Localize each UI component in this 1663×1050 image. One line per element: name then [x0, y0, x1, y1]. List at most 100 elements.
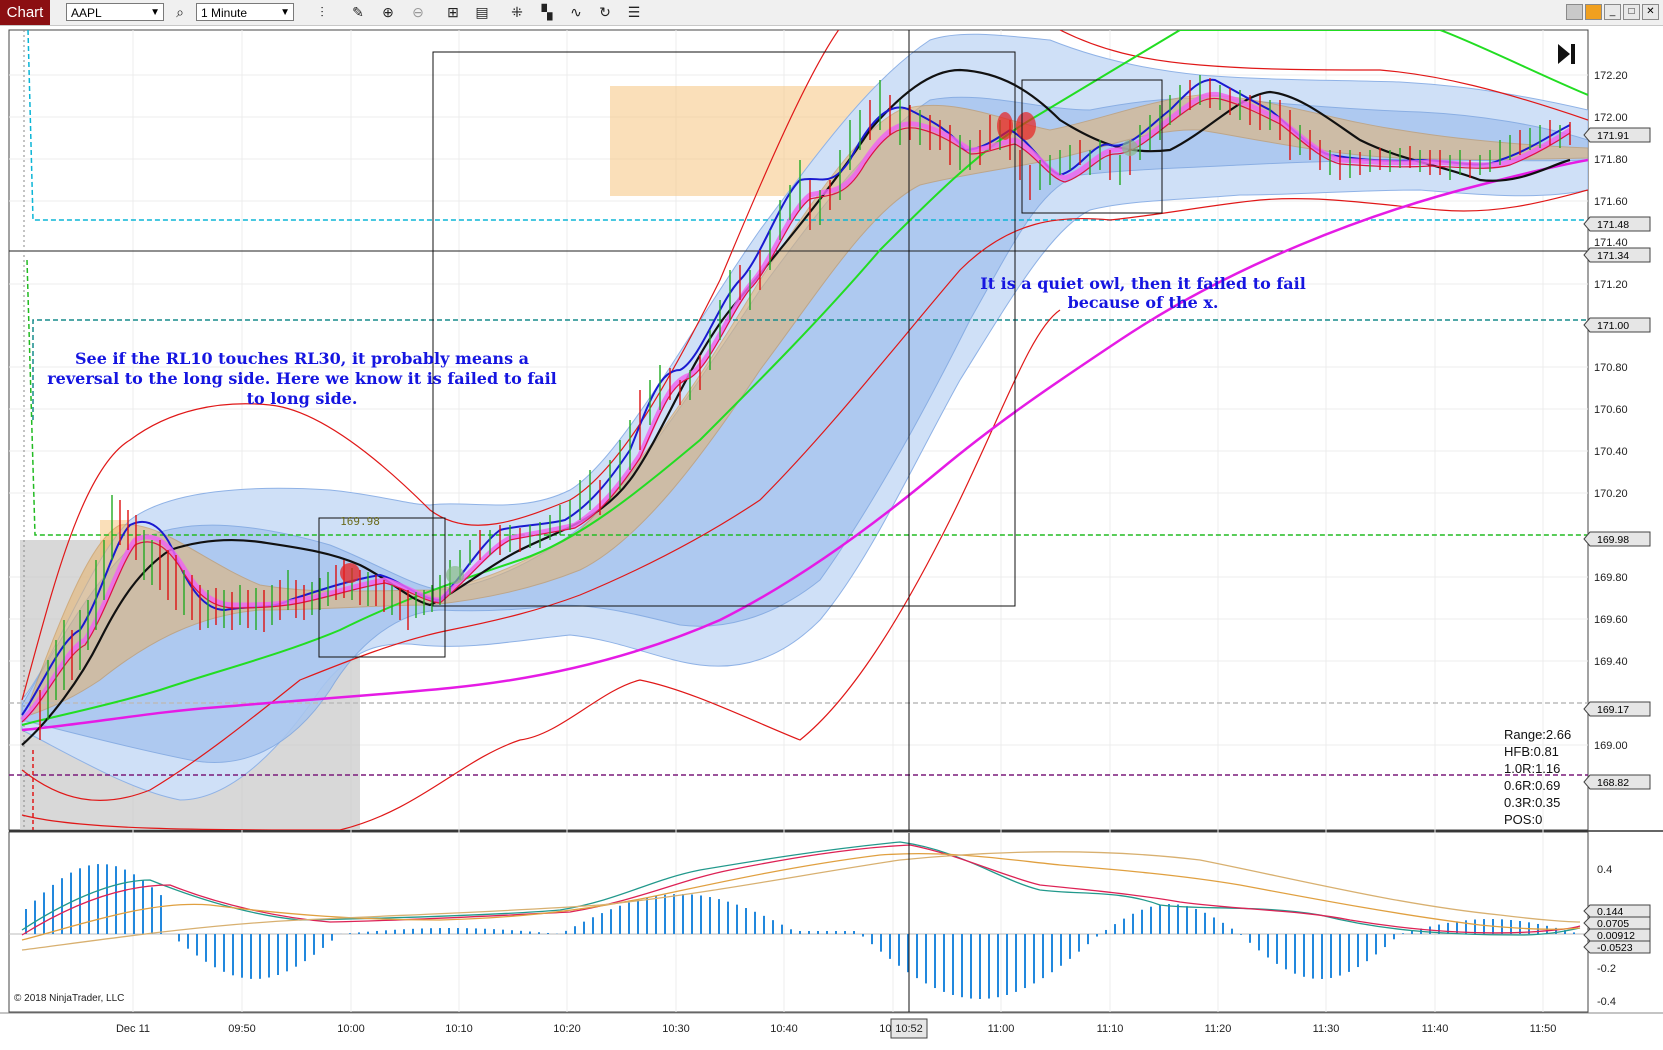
- price-tick: 172.20: [1594, 70, 1628, 82]
- upper-envelope-red-2: [1059, 30, 1588, 121]
- right-note-line-2: because of the x.: [1068, 293, 1219, 312]
- time-label: 11:20: [1205, 1023, 1232, 1035]
- price-marker-label: 168.82: [1597, 777, 1629, 789]
- time-label: 10:10: [445, 1023, 473, 1035]
- right-note-line-1: It is a quiet owl, then it failed to fai…: [980, 274, 1306, 293]
- time-label: 10:20: [553, 1023, 581, 1035]
- reload-icon[interactable]: ↻: [599, 4, 611, 20]
- signal-dot-red-3: [1016, 112, 1036, 140]
- price-marker: 168.82: [1583, 774, 1651, 790]
- teal-level-line: [32, 319, 1588, 420]
- chevron-down-icon: ▼: [150, 7, 160, 18]
- price-tick: 172.00: [1594, 112, 1628, 124]
- blue-fast-ma-line: [21, 78, 1571, 716]
- highlight-box-1[interactable]: [318, 517, 446, 658]
- window-color-icon[interactable]: [1566, 4, 1583, 20]
- signal-dot-green-2: [1122, 140, 1138, 156]
- osc-marker: 0.144: [1583, 904, 1651, 918]
- time-label: 11:50: [1530, 1023, 1557, 1035]
- osc-marker-label: 0.0705: [1597, 918, 1629, 930]
- crosshair-icon[interactable]: ⊞: [447, 4, 459, 20]
- chevron-down-icon: ▼: [280, 7, 290, 18]
- properties-icon[interactable]: ☰: [627, 4, 641, 20]
- time-label: 10:40: [770, 1023, 798, 1035]
- osc-marker-label: -0.0523: [1597, 942, 1633, 954]
- trend-band: [29, 94, 1588, 716]
- signal-dot-red: [340, 563, 360, 583]
- left-note-line-1: See if the RL10 touches RL30, it probabl…: [75, 349, 529, 368]
- chart-toolbar: Chart AAPL ▼ ⌕ 1 Minute ▼ ⫶ ✎ ⊕ ⊖ ⊞ ▤ ⁜ …: [0, 0, 1663, 26]
- highlight-box-2[interactable]: [432, 51, 1016, 607]
- zoom-out-icon[interactable]: ⊖: [412, 4, 424, 20]
- price-marker: 171.34: [1583, 247, 1651, 263]
- stat-pos: POS:0: [1504, 812, 1542, 827]
- osc-tick: -0.4: [1597, 996, 1616, 1008]
- time-label: 09:50: [228, 1023, 256, 1035]
- pencil-icon[interactable]: ✎: [352, 4, 364, 20]
- histogram-bars: [25, 864, 1575, 999]
- time-label: 10:30: [662, 1023, 690, 1035]
- osc-line-red: [21, 844, 1581, 936]
- osc-marker: -0.0523: [1583, 940, 1651, 954]
- osc-line-tan: [21, 851, 1581, 951]
- price-marker-label: 171.34: [1597, 250, 1629, 262]
- price-tick: 169.80: [1594, 572, 1628, 584]
- osc-marker-label: 0.144: [1597, 906, 1623, 918]
- left-note-line-3: to long side.: [247, 389, 358, 408]
- lower-envelope-red-2: [21, 309, 1061, 830]
- time-axis[interactable]: Dec 11 09:50 10:00 10:10 10:20 10:30 10:…: [0, 1012, 1663, 1039]
- chart-style-icon[interactable]: ▚: [541, 4, 553, 20]
- signal-dot-green: [446, 566, 464, 584]
- time-label: 11:40: [1422, 1023, 1449, 1035]
- price-tick: 170.80: [1594, 362, 1628, 374]
- time-label: 11:10: [1097, 1023, 1124, 1035]
- cursor-time-box: [890, 1018, 928, 1039]
- strategies-icon[interactable]: ⁜: [511, 4, 523, 20]
- signal-dot-red-2: [997, 112, 1013, 140]
- upper-envelope-red: [21, 30, 840, 701]
- data-box-icon[interactable]: ▤: [475, 4, 489, 20]
- stat-range: Range:2.66: [1504, 727, 1571, 742]
- price-plot: 169.98 See if the RL10 touches RL30, it …: [9, 30, 1588, 830]
- skip-to-end-icon[interactable]: [1558, 44, 1575, 64]
- zoom-in-icon[interactable]: ⊕: [382, 4, 394, 20]
- price-marker: 169.17: [1583, 701, 1651, 717]
- maximize-icon[interactable]: □: [1623, 4, 1640, 20]
- left-note-line-2: reversal to the long side. Here we know …: [47, 369, 557, 388]
- window-link-icon[interactable]: [1585, 4, 1602, 20]
- chart-canvas[interactable]: 169.98 See if the RL10 touches RL30, it …: [0, 26, 1663, 1050]
- minimize-icon[interactable]: _: [1604, 4, 1621, 20]
- osc-tick: 0.4: [1597, 864, 1612, 876]
- price-tick: 171.20: [1594, 279, 1628, 291]
- highlight-box-3[interactable]: [1021, 79, 1163, 214]
- price-tick: 171.40: [1594, 237, 1628, 249]
- time-label: 11:30: [1313, 1023, 1340, 1035]
- instrument-selector[interactable]: AAPL ▼: [66, 3, 164, 21]
- oscillator-axis[interactable]: 0.4 -0.2 -0.4 0.144 0.0705 0.00912 -0.05…: [1583, 864, 1651, 1008]
- osc-marker-label: 0.00912: [1597, 930, 1635, 942]
- magnifier-icon[interactable]: ⌕: [176, 4, 184, 20]
- cyan-level-line: [27, 30, 1588, 221]
- interval-selector[interactable]: 1 Minute ▼: [196, 3, 294, 21]
- stat-03r: 0.3R:0.35: [1504, 795, 1560, 810]
- stat-1r: 1.0R:1.16: [1504, 761, 1560, 776]
- bars-icon[interactable]: ⫶: [320, 4, 324, 20]
- close-icon[interactable]: ✕: [1642, 4, 1659, 20]
- price-axis[interactable]: 172.20 172.00 171.80 171.60 171.40 171.2…: [1583, 70, 1651, 790]
- osc-marker: 0.0705: [1583, 916, 1651, 930]
- price-tick: 169.00: [1594, 740, 1628, 752]
- time-label: 10:00: [337, 1023, 365, 1035]
- price-tick: 170.40: [1594, 446, 1628, 458]
- instrument-value: AAPL: [71, 6, 102, 20]
- indicators-icon[interactable]: ∿: [570, 4, 582, 20]
- stat-hfb: HFB:0.81: [1504, 744, 1559, 759]
- price-marker-label: 171.00: [1597, 320, 1629, 332]
- stat-06r: 0.6R:0.69: [1504, 778, 1560, 793]
- price-tick: 170.60: [1594, 404, 1628, 416]
- osc-marker: 0.00912: [1583, 928, 1651, 942]
- price-marker-label: 171.48: [1597, 219, 1629, 231]
- price-tick: 171.80: [1594, 154, 1628, 166]
- price-marker: 169.98: [1583, 531, 1651, 547]
- copyright-text: © 2018 NinjaTrader, LLC: [14, 993, 124, 1004]
- chart-tab[interactable]: Chart: [0, 0, 50, 25]
